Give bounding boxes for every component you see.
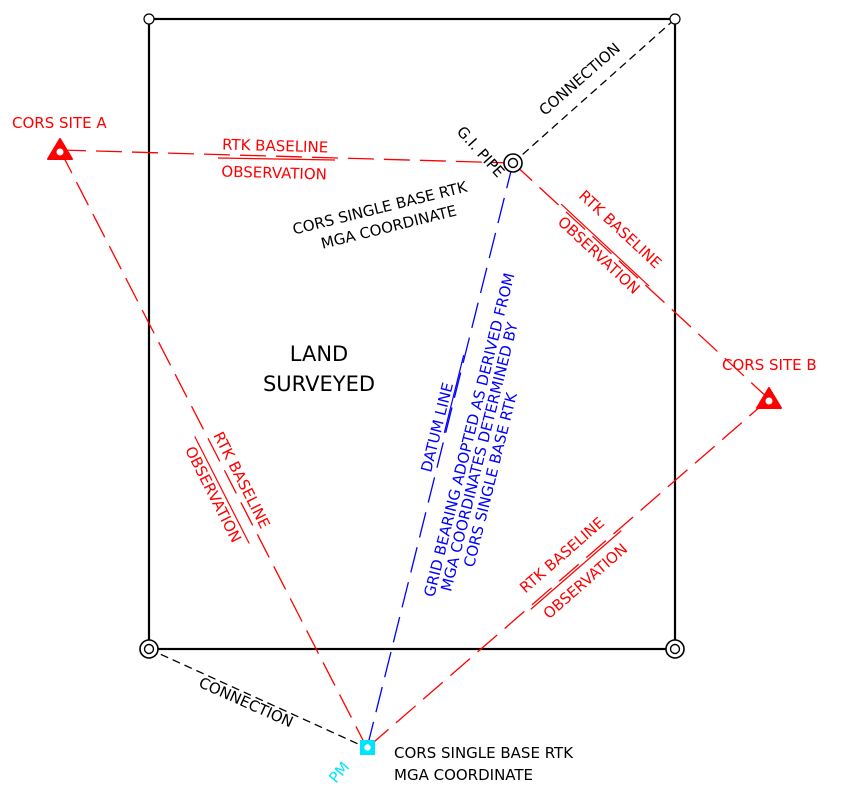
rtk-left-divider — [194, 436, 250, 544]
cors-site-a-label: CORS SITE A — [12, 114, 107, 132]
pm-label: PM — [325, 758, 353, 786]
connection-line-bottom — [148, 648, 368, 749]
corner-marker-top-left — [143, 13, 155, 25]
surveyed-label: SURVEYED — [263, 372, 375, 396]
rtk-baseline-a-pipe — [59, 149, 514, 164]
land-label: LAND — [290, 342, 348, 366]
rtk-bottom-divider — [530, 530, 622, 610]
cors-single-base-pm-line1: CORS SINGLE BASE RTK — [394, 744, 574, 762]
connection-line-top — [512, 18, 676, 164]
rtk-right-divider — [560, 203, 650, 287]
corner-marker-bottom-left — [139, 639, 159, 659]
cors-single-base-pm-line2: MGA COORDINATE — [394, 766, 533, 784]
rtk-top-observation: OBSERVATION — [221, 163, 327, 184]
cors-site-b-marker — [756, 387, 782, 409]
datum-line — [366, 162, 514, 749]
cors-site-b-label: CORS SITE B — [722, 356, 817, 374]
corner-marker-bottom-right — [665, 639, 685, 659]
datum-divider — [443, 355, 465, 433]
connection-label-top: CONNECTION — [536, 39, 624, 119]
rtk-baseline-a-pm — [59, 149, 368, 749]
rtk-top-divider — [217, 157, 336, 161]
cors-site-a-marker — [47, 138, 73, 160]
rtk-baseline-pipe-b — [512, 162, 770, 400]
connection-label-bottom: CONNECTION — [196, 674, 296, 732]
rtk-top-label: RTK BASELINE — [222, 136, 329, 157]
corner-marker-top-right — [669, 13, 681, 25]
rtk-baseline-b-pm — [366, 398, 770, 749]
land-boundary — [147, 17, 677, 651]
rtk-baselines — [59, 149, 770, 749]
gi-pipe-marker — [503, 153, 523, 173]
datum-line-label: DATUM LINE — [417, 381, 457, 474]
pm-marker — [360, 740, 375, 755]
gi-pipe-label: G.I. PIPE — [453, 123, 508, 181]
